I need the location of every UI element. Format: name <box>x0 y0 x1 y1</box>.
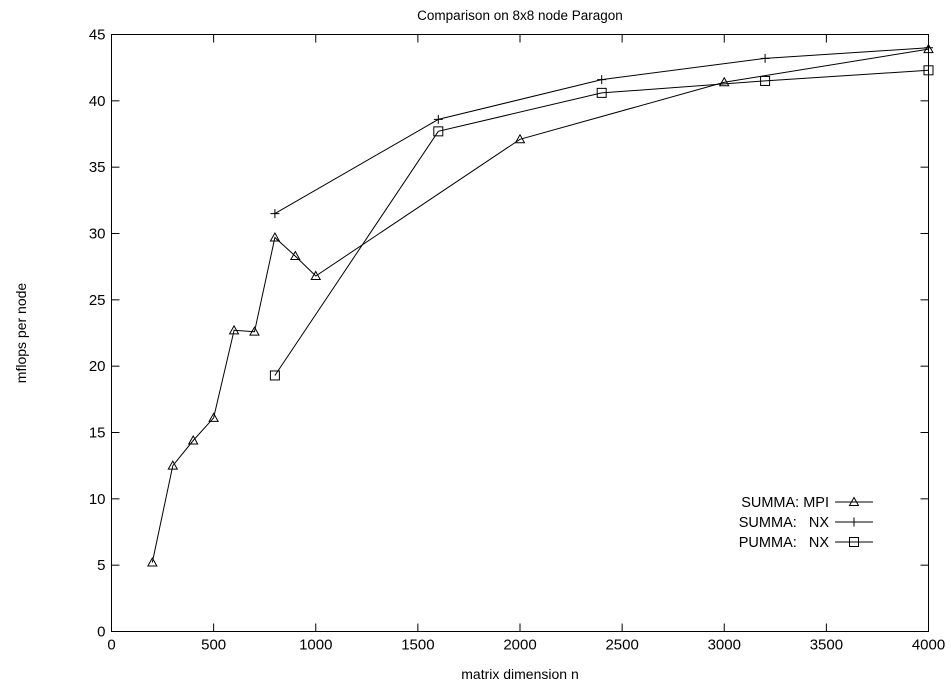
series-line <box>274 69 929 376</box>
x-tick-label: 2500 <box>605 637 638 654</box>
x-tick-label: 1500 <box>401 637 434 654</box>
data-point-square <box>596 87 607 98</box>
data-point-triangle <box>249 326 260 336</box>
data-point-plus <box>597 75 607 85</box>
legend: SUMMA: MPI SUMMA: NX PUMMA: NX <box>739 495 873 551</box>
x-tick-label: 3000 <box>708 637 741 654</box>
y-axis-label: mflops per node <box>13 283 29 384</box>
y-tick-label: 45 <box>89 27 106 44</box>
y-tick-label: 25 <box>89 292 106 309</box>
series-line <box>151 48 929 563</box>
y-tick-label: 0 <box>97 624 105 641</box>
data-point-triangle <box>167 460 179 470</box>
data-point-plus <box>270 209 280 219</box>
data-point-plus <box>760 53 770 63</box>
y-tick-label: 35 <box>89 159 106 176</box>
x-tick-label: 500 <box>201 637 226 654</box>
data-point-triangle <box>228 324 240 335</box>
data-point-square <box>269 370 280 381</box>
x-tick-label: 1000 <box>299 637 332 654</box>
y-tick-label: 20 <box>89 358 106 375</box>
data-point-triangle <box>718 76 730 87</box>
data-point-triangle <box>848 496 860 506</box>
series-square <box>269 65 934 381</box>
data-point-square <box>923 65 934 76</box>
data-point-triangle <box>146 556 158 567</box>
x-tick-label: 2000 <box>503 637 536 654</box>
series-plus <box>270 43 933 219</box>
data-point-plus <box>849 517 859 527</box>
y-tick-label: 10 <box>89 491 106 508</box>
legend-label: PUMMA: NX <box>739 535 830 551</box>
x-axis-label: matrix dimension n <box>461 666 579 682</box>
series-layer <box>146 43 934 567</box>
data-point-plus <box>433 114 443 124</box>
data-point-triangle <box>208 412 219 422</box>
x-tick-label: 4000 <box>912 637 945 654</box>
data-point-triangle <box>187 434 199 445</box>
data-point-triangle <box>289 250 301 261</box>
y-tick-label: 40 <box>89 93 106 110</box>
data-point-square <box>760 75 771 86</box>
y-axis: 0 5 10 15 20 25 30 35 40 45 <box>89 27 929 641</box>
series-triangle <box>146 43 934 567</box>
y-tick-label: 15 <box>89 425 106 442</box>
data-point-triangle <box>310 270 322 280</box>
data-point-triangle <box>923 43 934 54</box>
x-tick-label: 0 <box>107 637 115 654</box>
y-tick-label: 5 <box>97 557 105 574</box>
chart-title: Comparison on 8x8 node Paragon <box>417 8 623 23</box>
legend-label: SUMMA: MPI <box>741 495 829 511</box>
data-point-square <box>849 537 859 547</box>
x-axis: 0 500 1000 1500 2000 2500 3000 3500 4000 <box>107 34 945 654</box>
legend-label: SUMMA: NX <box>739 515 830 531</box>
y-tick-label: 30 <box>89 226 106 243</box>
data-point-triangle <box>269 231 281 242</box>
data-point-plus <box>924 43 933 53</box>
x-tick-label: 3500 <box>810 637 843 654</box>
data-point-square <box>433 126 444 137</box>
series-line <box>274 47 929 215</box>
data-point-triangle <box>514 133 526 144</box>
